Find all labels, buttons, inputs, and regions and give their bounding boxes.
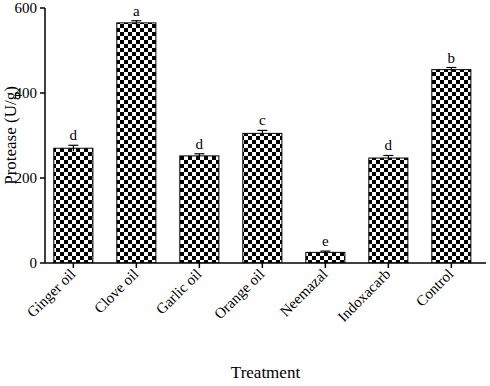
x-axis-title: Treatment bbox=[231, 363, 301, 382]
x-tick-label: Clove oil bbox=[91, 266, 142, 317]
bar bbox=[54, 148, 93, 263]
y-tick-label: 0 bbox=[30, 255, 38, 271]
error-line bbox=[262, 130, 263, 136]
bar bbox=[243, 133, 282, 263]
significance-letter: d bbox=[385, 137, 393, 153]
y-tick bbox=[40, 262, 45, 264]
error-bar bbox=[320, 251, 330, 254]
x-tick bbox=[262, 263, 264, 268]
error-cap bbox=[320, 251, 330, 252]
x-axis-line bbox=[45, 262, 486, 264]
y-tick bbox=[40, 7, 45, 9]
x-tick-label: Garlic oil bbox=[153, 266, 205, 318]
x-tick-label: Orange oil bbox=[211, 266, 267, 322]
error-bar bbox=[446, 68, 456, 72]
x-tick bbox=[388, 263, 390, 268]
error-line bbox=[388, 155, 389, 160]
y-tick-label: 600 bbox=[15, 0, 38, 16]
y-axis-title: Protease (U/g) bbox=[1, 86, 20, 185]
x-tick-label: Control bbox=[413, 266, 457, 310]
error-bar bbox=[257, 130, 267, 136]
y-axis-line bbox=[44, 8, 46, 263]
error-line bbox=[451, 68, 452, 72]
y-tick bbox=[40, 92, 45, 94]
error-line bbox=[73, 145, 74, 151]
significance-letter: b bbox=[448, 50, 456, 66]
bars bbox=[54, 21, 471, 263]
bar bbox=[369, 158, 408, 263]
bar bbox=[180, 156, 219, 263]
error-line bbox=[199, 154, 200, 158]
x-tick bbox=[451, 263, 453, 268]
y-tick bbox=[40, 177, 45, 179]
significance-letter: a bbox=[133, 3, 140, 19]
chart-svg: dadcedb0200400600Ginger oilClove oilGarl… bbox=[0, 0, 490, 386]
error-bar bbox=[68, 145, 78, 151]
error-cap bbox=[257, 130, 267, 131]
bar bbox=[117, 23, 156, 263]
error-cap bbox=[68, 145, 78, 146]
significance-letter: d bbox=[70, 127, 78, 143]
error-bar bbox=[383, 155, 393, 160]
x-tick bbox=[199, 263, 201, 268]
error-line bbox=[136, 21, 137, 25]
x-tick bbox=[325, 263, 327, 268]
x-tick-label: Ginger oil bbox=[24, 266, 79, 321]
significance-letter: e bbox=[322, 233, 329, 249]
x-tick bbox=[136, 263, 138, 268]
x-tick bbox=[73, 263, 75, 268]
bar bbox=[306, 252, 345, 263]
error-cap bbox=[446, 67, 456, 68]
significance-letter: c bbox=[259, 112, 266, 128]
x-tick-label: Neemazal bbox=[277, 266, 331, 320]
error-cap bbox=[194, 153, 204, 154]
x-tick-label: Indoxacarb bbox=[334, 266, 393, 325]
error-bar bbox=[131, 21, 141, 25]
bar bbox=[432, 70, 471, 263]
error-cap bbox=[131, 20, 141, 21]
significance-letter: d bbox=[196, 136, 204, 152]
error-cap bbox=[383, 155, 393, 156]
chart-container: dadcedb0200400600Ginger oilClove oilGarl… bbox=[0, 0, 490, 386]
error-bar bbox=[194, 154, 204, 158]
